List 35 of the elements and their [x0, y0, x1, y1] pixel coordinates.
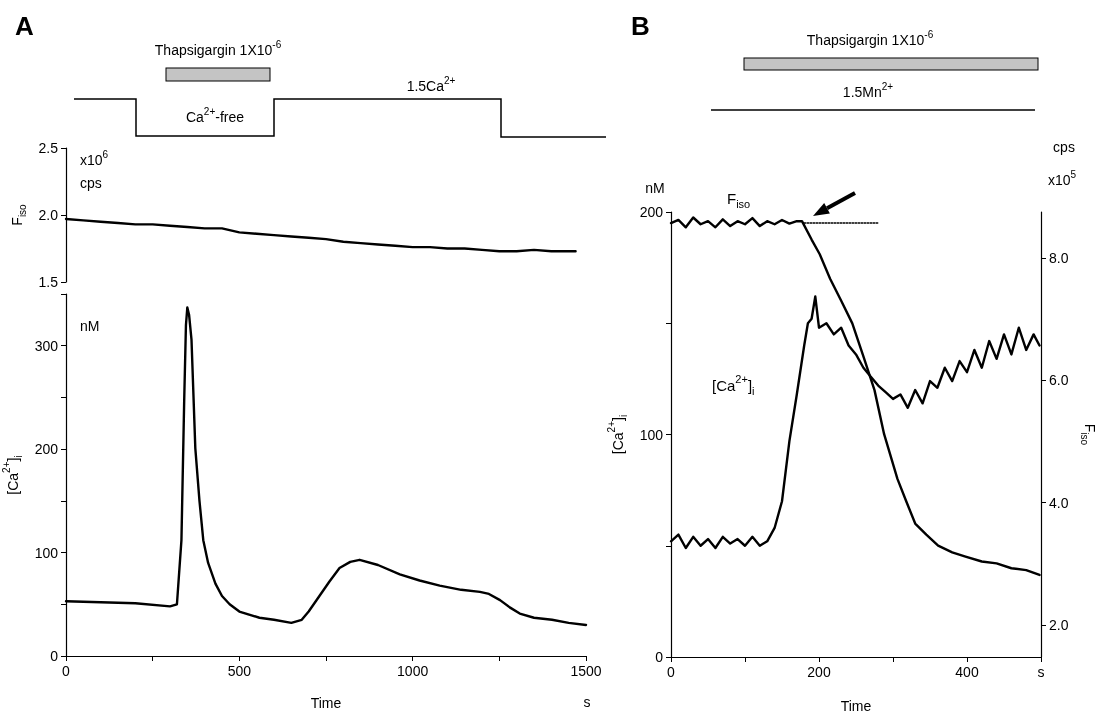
y2-axis-title: Fiso	[1078, 423, 1099, 446]
y-tick-label: 200	[34, 441, 59, 458]
y2-tick-label: 8.0	[1049, 249, 1069, 266]
x-tick-label: 500	[227, 663, 252, 679]
y-tick-label: 0	[50, 648, 59, 664]
y2-tick-label: 2.0	[1049, 617, 1069, 634]
chart-title: A	[15, 11, 34, 41]
x-tick-label: 200	[807, 664, 831, 680]
y-axis-title: Fiso	[8, 203, 29, 226]
x-axis-title: Time	[840, 698, 872, 714]
x-tick-label: 400	[955, 664, 979, 680]
annotation: nM	[80, 318, 100, 334]
annotation: cps	[80, 175, 102, 191]
y-axis-title: [Ca2+]i	[606, 414, 630, 455]
x-tick-label: 1500	[570, 663, 602, 679]
y-tick-label: 300	[34, 337, 59, 354]
text: nM	[645, 180, 665, 196]
text: cps	[1053, 139, 1075, 155]
y2-tick-label: 4.0	[1049, 494, 1069, 511]
x-tick-label: 0	[62, 663, 71, 679]
chart-title: B	[631, 11, 650, 41]
x-axis-title: Time	[310, 695, 342, 711]
y-axis-title: [Ca2+]i	[1, 455, 25, 495]
y-tick-label: 100	[639, 426, 664, 443]
text: s	[583, 694, 591, 710]
y-tick-label: 200	[639, 204, 664, 220]
y-tick-label: 1.5	[38, 274, 59, 290]
y-tick-label: 100	[34, 544, 59, 561]
y-tick-label: 0	[655, 649, 664, 665]
x-tick-label: 0	[667, 664, 676, 680]
y2-tick-label: 6.0	[1049, 372, 1069, 389]
x-tick-label: 1000	[397, 663, 429, 679]
x-tick-label: s	[1037, 664, 1045, 680]
y-tick-label: 2.0	[38, 207, 59, 223]
y-tick-label: 2.5	[38, 140, 59, 156]
